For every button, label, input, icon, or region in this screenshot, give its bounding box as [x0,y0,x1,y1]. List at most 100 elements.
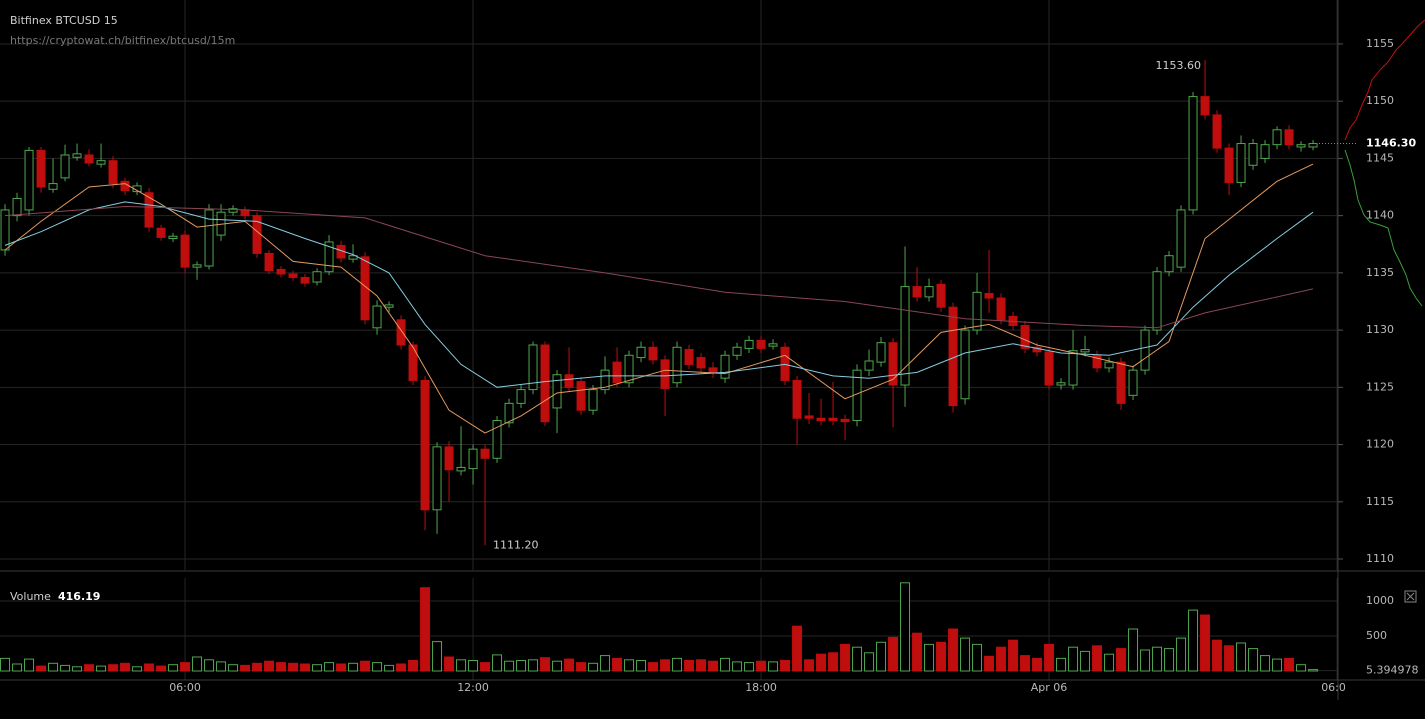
volume-bar [900,582,911,672]
candle-body [1056,382,1066,386]
candle-body [936,283,946,308]
volume-bar [192,656,203,672]
volume-bar [516,659,527,672]
candle-body [672,346,682,384]
depth-asks [1344,19,1425,141]
volume-label: Volume [10,590,51,603]
candle-body [468,448,478,470]
candle-body [816,417,826,422]
volume-bar [468,659,479,672]
candle-body [408,344,418,381]
volume-bar [396,663,407,672]
last-price-label: 1146.30 [1366,137,1416,150]
candle-body [984,292,994,299]
volume-bar [1068,646,1079,672]
x-tick-label: 06:00 [169,681,201,694]
candle-body [1236,143,1246,183]
candle-body [432,446,442,511]
candle-body [192,264,202,268]
volume-bar [768,661,779,672]
close-icon[interactable] [1406,592,1415,601]
candle-body [360,256,370,321]
candle-body [612,361,622,384]
chart-subtitle: https://cryptowat.ch/bitfinex/btcusd/15m [10,34,235,47]
volume-bar [336,663,347,672]
volume-bar [1272,658,1283,672]
volume-bar [492,654,503,672]
candle-body [792,379,802,419]
x-tick-label: 06:00 [1321,681,1353,694]
candle-body [1152,271,1162,331]
candle-body [324,241,334,273]
close-button[interactable] [1404,590,1417,603]
volume-bar [60,664,71,672]
candle-body [108,160,118,185]
volume-bar [888,636,899,672]
candle-body [732,346,742,356]
y-tick-label: 1145 [1366,151,1394,164]
volume-bar [732,661,743,672]
candle-body [1068,350,1078,386]
volume-bar [648,662,659,672]
average-line [4,205,1314,329]
candle-body [456,466,466,472]
volume-bar [1044,643,1055,672]
candle-body [876,342,886,363]
volume-bar [1116,648,1127,672]
volume-bar [348,662,359,672]
volume-bar [1032,657,1043,672]
candle-body [888,342,898,386]
candle-body [768,343,778,347]
volume-bar [1008,639,1019,672]
candle-body [1248,143,1258,166]
y-tick-label: 1125 [1366,380,1394,393]
candle-body [36,149,46,188]
volume-bar [1284,657,1295,672]
grid-layer [0,0,1338,680]
volume-bar [540,657,551,672]
volume-bar [672,657,683,672]
candle-body [396,319,406,346]
candle-body [1188,96,1198,211]
candle-body [264,252,274,272]
candle-body [276,268,286,275]
x-tick-label: 18:00 [745,681,777,694]
volume-bar [1188,609,1199,672]
volume-bar [708,660,719,672]
volume-bar [996,646,1007,672]
candle-body [72,153,82,158]
volume-bar [1128,628,1139,672]
candle-body [1020,325,1030,349]
volume-bar [120,662,131,672]
volume-bar [1260,655,1271,672]
y-tick-label: 1130 [1366,323,1394,336]
candle-body [804,415,814,419]
candle-body [864,360,874,371]
y-tick-label: 1120 [1366,438,1394,451]
y-tick-label: 1150 [1366,94,1394,107]
volume-bar [1176,637,1187,672]
candle-body [1116,361,1126,404]
y-tick-label: 1115 [1366,495,1394,508]
volume-bar [612,657,623,672]
candle-body [912,286,922,298]
volume-bar [156,665,167,672]
candle-body [552,374,562,409]
candle-body [1128,369,1138,396]
volume-bar [1308,669,1319,672]
candle-body [540,344,550,423]
candle-body [708,367,718,373]
volume-tick-label: 500 [1366,629,1387,642]
volume-bar [780,659,791,672]
volume-bar [36,665,47,672]
volume-bar [924,643,935,672]
volume-bar [1140,649,1151,672]
candle-body [144,192,154,228]
candle-body [840,418,850,423]
volume-bar [588,662,599,672]
candle-body [96,160,106,165]
candle-body [1176,209,1186,268]
average-line [4,201,1314,388]
candle-body [168,235,178,240]
close-box[interactable] [1404,590,1417,603]
